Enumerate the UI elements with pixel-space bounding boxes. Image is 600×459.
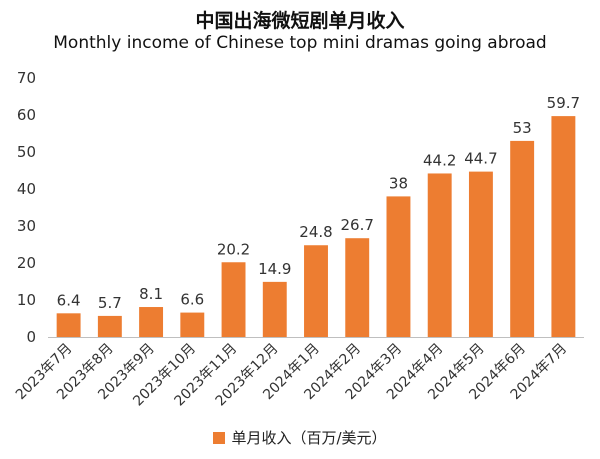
data-label: 6.6 [180,291,204,309]
data-label: 44.7 [464,150,497,168]
legend: 单月收入（百万/美元） [0,427,600,448]
data-label: 44.2 [423,151,456,169]
data-label: 5.7 [98,294,122,312]
bar [551,116,576,337]
y-tick-label: 50 [17,143,36,161]
chart-subtitle: Monthly income of Chinese top mini drama… [53,33,547,53]
data-label: 53 [513,119,532,137]
bar [304,245,328,337]
data-label: 6.4 [57,291,81,309]
bar [56,313,81,337]
y-axis: 0 10 20 30 40 50 60 70 [17,69,36,346]
data-label: 24.8 [299,223,332,241]
bar [468,171,493,337]
x-axis: 2023年7月2023年8月2023年9月2023年10月2023年11月202… [13,337,584,409]
bar [97,315,122,337]
y-tick-label: 70 [17,69,36,87]
y-tick-label: 30 [17,217,36,235]
bar [386,196,411,337]
y-tick-label: 40 [17,180,36,198]
data-labels: 6.4 5.7 8.1 6.6 20.2 14.9 24.8 26.7 38 44.2 44.7 53… [57,94,580,312]
data-label: 26.7 [341,216,374,234]
bar [139,307,164,337]
legend-swatch [213,432,226,444]
data-label: 20.2 [217,240,250,258]
y-tick-label: 20 [17,254,36,272]
chart-title: 中国出海微短剧单月收入 [195,10,405,32]
bar [427,173,452,337]
data-label: 14.9 [258,260,291,278]
bar [345,238,370,337]
bar [221,262,246,337]
data-label: 38 [389,174,408,192]
data-label: 8.1 [139,285,163,303]
y-tick-label: 0 [26,328,36,346]
bars [56,116,576,337]
y-tick-label: 60 [17,106,36,124]
bar [510,140,535,337]
bar [262,281,287,337]
bar [180,312,205,337]
legend-label: 单月收入（百万/美元） [231,429,387,447]
data-label: 59.7 [547,94,580,112]
y-tick-label: 10 [17,291,36,309]
